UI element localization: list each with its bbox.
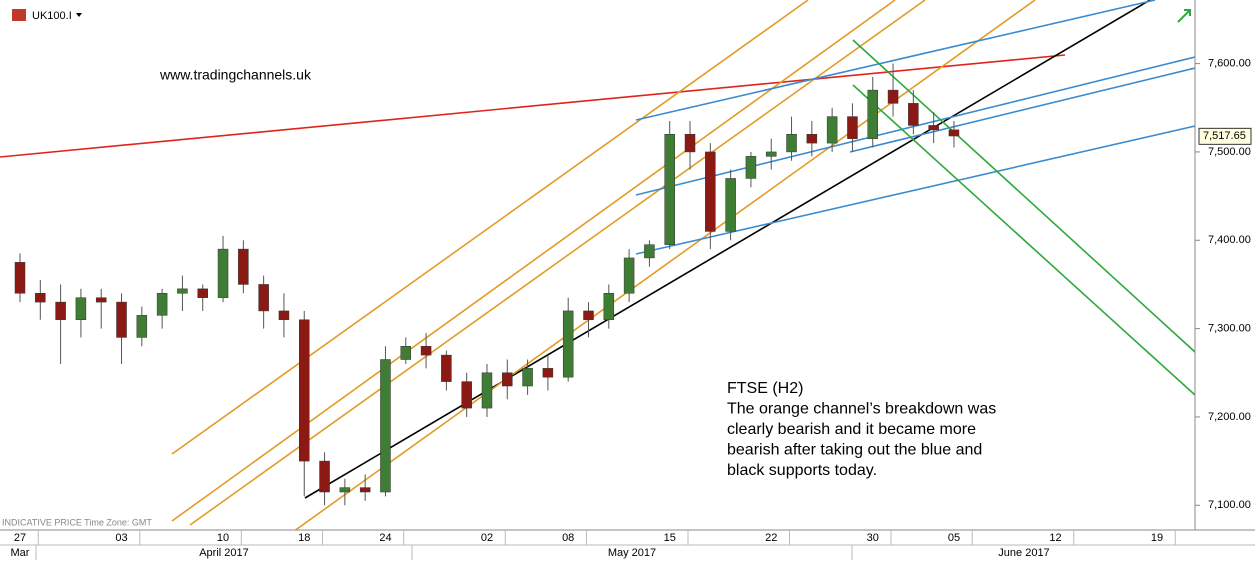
last-price-label: 7,517.65 bbox=[1203, 130, 1246, 142]
candle-body bbox=[928, 125, 939, 131]
symbol[interactable]: UK100.I bbox=[32, 10, 72, 22]
candle-body bbox=[177, 288, 188, 294]
x-tick-label: 18 bbox=[298, 532, 310, 544]
footer-note: INDICATIVE PRICE Time Zone: GMT bbox=[2, 517, 152, 527]
candle-body bbox=[826, 116, 838, 144]
candle-body bbox=[14, 262, 26, 294]
candle-body bbox=[238, 248, 249, 285]
x-tick-label: 27 bbox=[14, 532, 26, 544]
blue-trendline bbox=[849, 67, 1195, 153]
y-tick-label: 7,300.00 bbox=[1208, 323, 1251, 335]
candle-body bbox=[258, 284, 269, 312]
candles bbox=[14, 63, 960, 506]
candle-body bbox=[786, 134, 797, 153]
y-tick-label: 7,100.00 bbox=[1208, 499, 1251, 511]
y-tick-label: 7,200.00 bbox=[1208, 411, 1251, 423]
candle-body bbox=[887, 89, 899, 104]
candle-body bbox=[948, 129, 960, 137]
annotation-line: clearly bearish and it became more bbox=[727, 421, 976, 438]
annotation-line: FTSE (H2) bbox=[727, 380, 803, 397]
x-tick-label: 19 bbox=[1151, 532, 1163, 544]
month-label: April 2017 bbox=[199, 547, 249, 559]
candle-body bbox=[95, 297, 107, 303]
candle-body bbox=[562, 310, 574, 378]
candle-body bbox=[278, 310, 290, 321]
month-label: June 2017 bbox=[998, 547, 1049, 559]
candle-body bbox=[745, 156, 757, 179]
x-tick-label: 12 bbox=[1049, 532, 1061, 544]
candle-body bbox=[35, 293, 46, 303]
blue-trendline bbox=[635, 56, 1195, 196]
watermark: www.tradingchannels.uk bbox=[159, 67, 312, 83]
candle-body bbox=[502, 372, 513, 387]
candle-body bbox=[441, 354, 452, 382]
orange-trendline bbox=[171, 0, 896, 522]
y-tick-label: 7,600.00 bbox=[1208, 58, 1251, 70]
candle-body bbox=[116, 301, 127, 338]
candle-body bbox=[623, 257, 635, 294]
candle-body bbox=[461, 381, 472, 409]
x-tick-label: 30 bbox=[867, 532, 879, 544]
annotation-line: bearish after taking out the blue and bbox=[727, 442, 982, 459]
x-tick-label: 10 bbox=[217, 532, 229, 544]
candle-body bbox=[603, 293, 615, 321]
candle-body bbox=[156, 293, 168, 316]
x-tick-label: 03 bbox=[115, 532, 127, 544]
trendlines bbox=[0, 0, 1195, 530]
candle-body bbox=[75, 297, 87, 321]
black-trendline bbox=[304, 0, 1151, 499]
candle-body bbox=[400, 346, 412, 360]
candle-body bbox=[339, 487, 351, 493]
candle-body bbox=[522, 368, 533, 387]
y-tick-label: 7,400.00 bbox=[1208, 234, 1251, 246]
green-trendline bbox=[852, 39, 1195, 353]
y-tick-label: 7,500.00 bbox=[1208, 146, 1251, 158]
orange-trendline bbox=[189, 0, 926, 526]
candle-body bbox=[319, 460, 330, 493]
candle-body bbox=[765, 151, 777, 157]
x-tick-label: 22 bbox=[765, 532, 777, 544]
month-label: May 2017 bbox=[608, 547, 656, 559]
candle-body bbox=[420, 346, 432, 356]
x-tick-label: 05 bbox=[948, 532, 960, 544]
last-price-box bbox=[1198, 127, 1252, 145]
candle-body bbox=[644, 244, 655, 259]
x-tick-label: 24 bbox=[379, 532, 391, 544]
candle-body bbox=[481, 372, 493, 409]
x-tick-label: 15 bbox=[664, 532, 676, 544]
candle-body bbox=[847, 116, 858, 139]
candle-body bbox=[217, 248, 229, 298]
candle-body bbox=[867, 89, 878, 139]
candle-body bbox=[55, 301, 66, 321]
annotation-line: The orange channel’s breakdown was bbox=[727, 401, 996, 418]
candle-body bbox=[583, 310, 594, 321]
month-label: Mar bbox=[11, 547, 30, 559]
candle-body bbox=[197, 288, 208, 298]
candle-body bbox=[542, 368, 554, 378]
x-tick-label: 08 bbox=[562, 532, 574, 544]
annotation: FTSE (H2) The orange channel’s breakdown … bbox=[727, 380, 996, 479]
orange-trendline bbox=[171, 0, 809, 455]
candle-body bbox=[359, 487, 371, 493]
candle-body bbox=[806, 134, 818, 144]
candle-body bbox=[705, 151, 716, 232]
green-trendline bbox=[852, 84, 1195, 396]
candle-body bbox=[136, 315, 148, 338]
blue-trendline bbox=[635, 0, 1156, 121]
annotation-line: black supports today. bbox=[727, 462, 877, 479]
candle-body bbox=[908, 103, 919, 126]
orange-trendline bbox=[294, 0, 1036, 530]
candle-body bbox=[664, 134, 675, 245]
blue-trendline bbox=[635, 125, 1195, 255]
candle-body bbox=[299, 319, 310, 462]
candle-body bbox=[684, 134, 696, 153]
symbol-icon bbox=[12, 9, 26, 21]
symbol-dropdown[interactable] bbox=[76, 13, 82, 17]
candle-body bbox=[380, 359, 391, 493]
trend-icon bbox=[1177, 9, 1191, 23]
candle-body bbox=[725, 178, 736, 232]
x-tick-label: 02 bbox=[481, 532, 493, 544]
